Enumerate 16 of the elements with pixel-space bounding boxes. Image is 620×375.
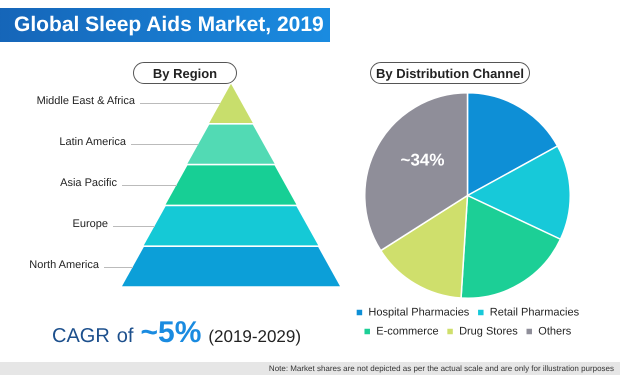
text: Global Sleep Aids Market, 2019 xyxy=(0,8,330,42)
category-label: North America xyxy=(29,258,102,271)
text: CAGR of ~5% (2019-2029) xyxy=(52,316,301,350)
legend-label: Others xyxy=(538,326,572,338)
legend-label: Hospital Pharmacies xyxy=(368,306,470,319)
category-label: Middle East & Africa xyxy=(36,95,138,108)
category-label: Latin America xyxy=(59,136,129,148)
text: Note: Market shares are not depicted as per the actual scale and are only for illustration purposes xyxy=(268,363,614,375)
legend-label: E-commerce xyxy=(376,326,439,338)
legend-label: Drug Stores xyxy=(459,326,518,338)
legend-label: Retail Pharmacies xyxy=(490,306,580,319)
category-label: Asia Pacific xyxy=(60,177,120,189)
category-label: Europe xyxy=(72,218,111,230)
chart-title: By Distribution Channel xyxy=(370,62,530,84)
text: By Region xyxy=(133,62,237,84)
data-label: ~34% xyxy=(400,150,444,170)
